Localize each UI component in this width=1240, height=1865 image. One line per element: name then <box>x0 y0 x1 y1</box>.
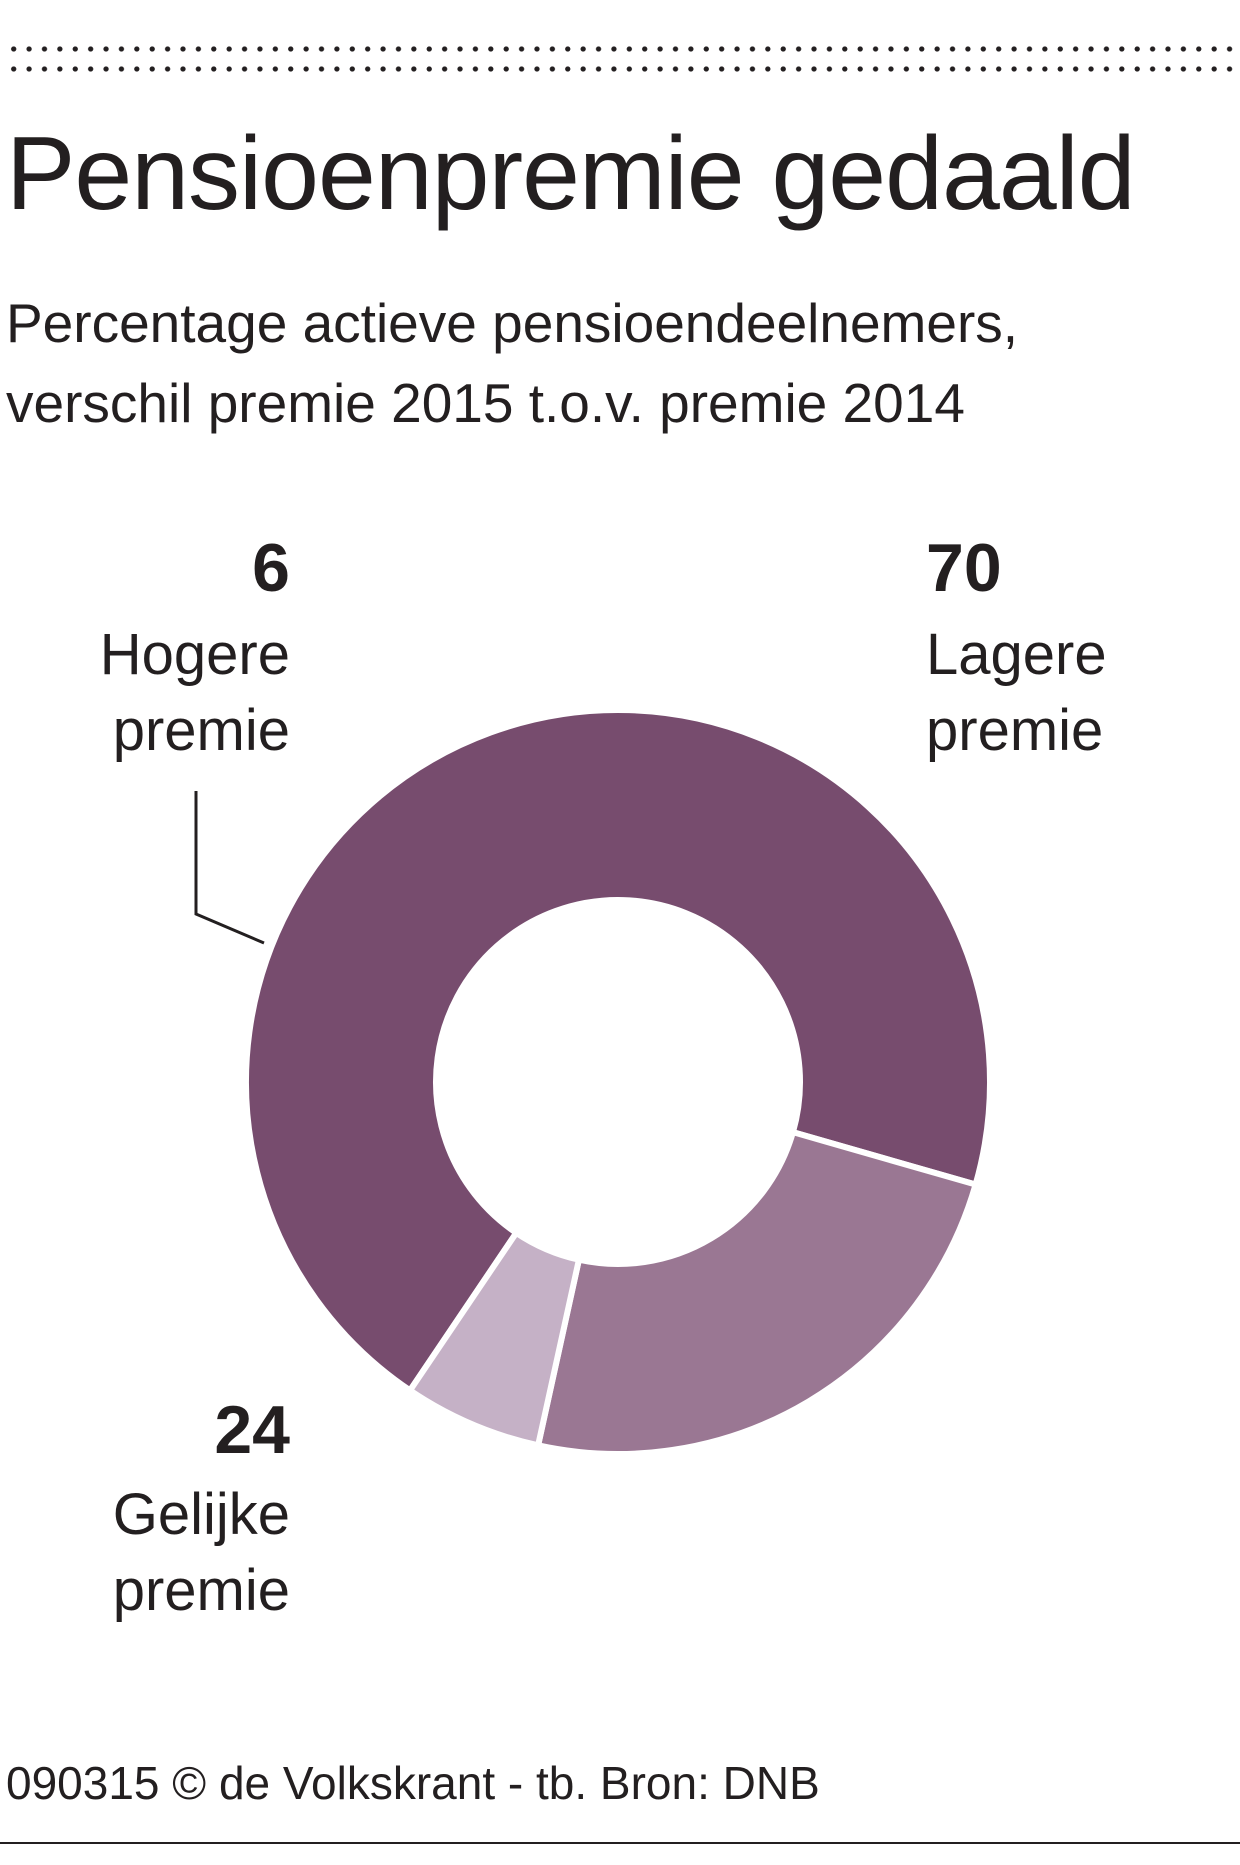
category-label-gelijke-line-2: premie <box>112 1558 290 1623</box>
category-label-gelijke-line-1: Gelijke <box>112 1482 290 1547</box>
value-label-hogere: 6 <box>252 530 290 606</box>
hogere-leader-line <box>194 791 265 945</box>
category-label-hogere: Hogere premie <box>100 617 290 769</box>
category-label-gelijke: Gelijke premie <box>113 1477 290 1629</box>
category-label-lagere-line-1: Lagere <box>926 622 1107 687</box>
category-label-hogere-line-2: premie <box>112 698 290 763</box>
footer-rule <box>0 1842 1240 1844</box>
slice-gelijke <box>534 1128 980 1457</box>
donut-slices <box>243 707 993 1457</box>
category-label-lagere-line-2: premie <box>926 698 1104 763</box>
category-label-hogere-line-1: Hogere <box>99 622 290 687</box>
source-credit: 090315 © de Volkskrant - tb. Bron: DNB <box>6 1757 820 1809</box>
dotted-rule-top <box>6 46 1234 52</box>
category-label-lagere: Lagere premie <box>926 617 1107 769</box>
subtitle-line-1: Percentage actieve pensioendeelnemers, <box>6 292 1019 354</box>
dotted-rule-bottom <box>6 66 1234 72</box>
slice-hogere <box>405 1228 583 1449</box>
value-label-gelijke: 24 <box>214 1392 290 1468</box>
slice-lagere <box>243 707 993 1395</box>
subtitle-line-2: verschil premie 2015 t.o.v. premie 2014 <box>6 372 965 434</box>
chart-title: Pensioenpremie gedaald <box>6 116 1136 232</box>
value-label-lagere: 70 <box>926 530 1002 606</box>
chart-subtitle: Percentage actieve pensioendeelnemers, v… <box>6 283 1018 443</box>
